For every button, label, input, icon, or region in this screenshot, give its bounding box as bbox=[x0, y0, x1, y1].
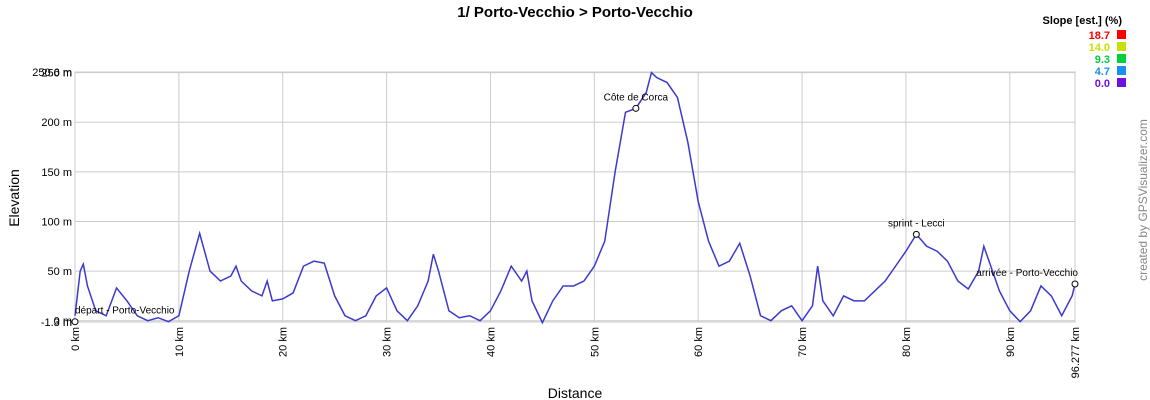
legend-label: 0.0 bbox=[1095, 78, 1110, 90]
x-tick-label: 80 km bbox=[901, 327, 913, 357]
y-axis-label: Elevation bbox=[6, 169, 22, 227]
legend-label: 18.7 bbox=[1089, 30, 1110, 42]
waypoint bbox=[71, 318, 79, 326]
y-tick-label: 200 m bbox=[41, 117, 72, 129]
y-tick-label: 250.6 m bbox=[32, 67, 72, 79]
x-tick-label: 30 km bbox=[382, 327, 394, 357]
x-tick-label: 40 km bbox=[485, 327, 497, 357]
waypoint-label: Côte de Corca bbox=[604, 92, 669, 103]
legend-swatch bbox=[1117, 66, 1126, 75]
legend-title: Slope [est.] (%) bbox=[1043, 15, 1123, 27]
waypoint bbox=[632, 104, 640, 112]
legend-swatch bbox=[1117, 78, 1126, 87]
elevation-line bbox=[74, 71, 1076, 325]
legend-label: 14.0 bbox=[1089, 42, 1110, 54]
waypoint bbox=[1071, 280, 1079, 288]
legend-swatch bbox=[1117, 30, 1126, 39]
x-tick-label: 90 km bbox=[1005, 327, 1017, 357]
waypoint-label: arrivée - Porto-Vecchio bbox=[976, 268, 1078, 279]
y-tick-label: 150 m bbox=[41, 167, 72, 179]
x-tick-label: 0 km bbox=[70, 327, 82, 351]
x-tick-label: 50 km bbox=[589, 327, 601, 357]
y-tick-label: 50 m bbox=[48, 266, 72, 278]
y-tick-label: 250 m bbox=[41, 68, 72, 80]
y-tick-label: 0 m bbox=[54, 316, 72, 328]
x-axis-label: Distance bbox=[548, 385, 603, 400]
y-tick-label: -1.3 m bbox=[41, 317, 72, 329]
legend-swatch bbox=[1117, 42, 1126, 51]
x-tick-label: 70 km bbox=[797, 327, 809, 357]
legend-swatch bbox=[1117, 54, 1126, 63]
legend-label: 9.3 bbox=[1095, 54, 1110, 66]
waypoint bbox=[912, 230, 920, 238]
y-tick-label: 100 m bbox=[41, 216, 72, 228]
legend-label: 4.7 bbox=[1095, 66, 1110, 78]
x-tick-label: 10 km bbox=[174, 327, 186, 357]
waypoint-label: départ - Porto-Vecchio bbox=[75, 306, 175, 317]
x-tick-label: 96.277 km bbox=[1070, 327, 1082, 378]
waypoint-label: sprint - Lecci bbox=[888, 218, 945, 229]
chart-title: 1/ Porto-Vecchio > Porto-Vecchio bbox=[457, 4, 692, 21]
credit: created by GPSVisualizer.com bbox=[1136, 119, 1150, 281]
x-tick-label: 60 km bbox=[693, 327, 705, 357]
x-tick-label: 20 km bbox=[278, 327, 290, 357]
